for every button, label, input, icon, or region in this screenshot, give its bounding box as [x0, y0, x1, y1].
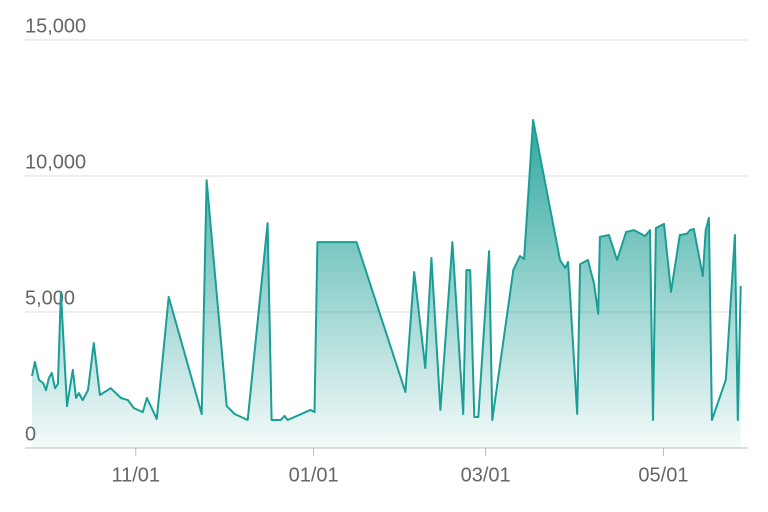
x-tick-label: 01/01: [289, 464, 339, 486]
x-tick-label: 11/01: [111, 464, 160, 486]
y-tick-label: 15,000: [25, 15, 86, 37]
y-tick-label: 0: [25, 423, 36, 445]
line: [31, 119, 742, 421]
x-tick-label: 05/01: [638, 464, 688, 486]
area: [32, 120, 741, 448]
x-tick-label: 03/01: [461, 464, 511, 486]
y-tick-label: 5,000: [25, 287, 75, 309]
y-tick-label: 10,000: [25, 151, 86, 173]
